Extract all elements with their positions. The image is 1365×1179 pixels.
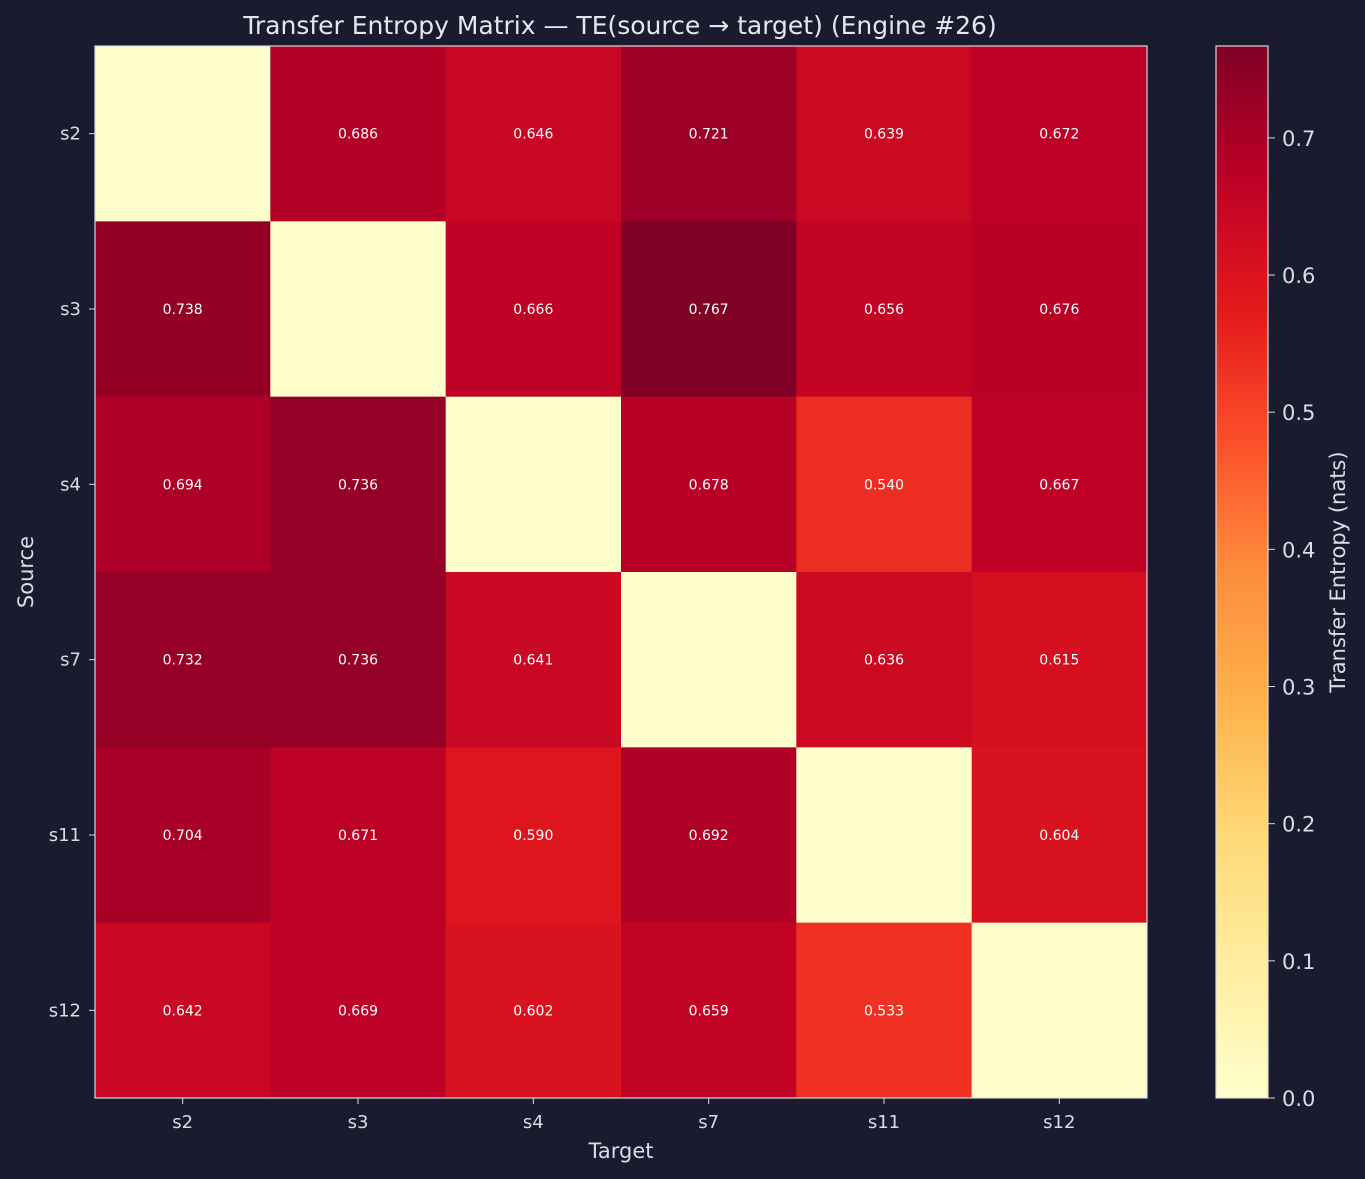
heatmap-cell xyxy=(95,46,271,222)
cell-value-label: 0.604 xyxy=(1039,828,1079,844)
cell-value-label: 0.656 xyxy=(864,302,904,318)
heatmap-cell xyxy=(796,46,973,222)
heatmap-cell xyxy=(95,922,271,1099)
heatmap-cell xyxy=(796,221,973,398)
colorbar-tick-label: 0.1 xyxy=(1282,950,1315,974)
x-tick-label: s4 xyxy=(523,1112,544,1133)
colorbar-label: Transfer Entropy (nats) xyxy=(1326,451,1350,693)
y-tick-label: s2 xyxy=(60,124,81,145)
heatmap-cell xyxy=(270,922,447,1099)
x-tick-label: s12 xyxy=(1043,1112,1075,1133)
heatmap-cell xyxy=(621,572,797,748)
heatmap-cell xyxy=(445,747,622,924)
plot-frame xyxy=(94,45,1148,1099)
heatmap-cell xyxy=(621,922,797,1099)
heatmap-cell xyxy=(445,572,622,748)
heatmap-cell xyxy=(796,572,973,748)
heatmap-cell xyxy=(796,922,973,1099)
colorbar-tick-label: 0.4 xyxy=(1282,538,1315,562)
heatmap-cell xyxy=(621,396,797,573)
heatmap-cell xyxy=(270,221,447,398)
cell-value-label: 0.641 xyxy=(513,653,553,669)
cell-value-label: 0.615 xyxy=(1039,653,1079,669)
colorbar-tick-label: 0.0 xyxy=(1282,1087,1315,1111)
cell-value-label: 0.636 xyxy=(864,653,904,669)
x-axis-label: Target xyxy=(588,1139,654,1163)
heatmap-cell xyxy=(971,396,1148,573)
cell-value-label: 0.671 xyxy=(338,828,378,844)
colorbar-tick-label: 0.2 xyxy=(1282,813,1315,837)
heatmap-cell xyxy=(445,46,622,222)
cell-value-label: 0.721 xyxy=(689,127,729,143)
cell-value-label: 0.642 xyxy=(163,1003,203,1019)
y-axis-label: Source xyxy=(14,536,38,608)
y-tick-label: s7 xyxy=(60,650,81,671)
cell-value-label: 0.738 xyxy=(163,302,203,318)
heatmap-cell xyxy=(621,221,797,398)
colorbar-tick-label: 0.3 xyxy=(1282,676,1315,700)
heatmap-cell xyxy=(95,572,271,748)
cell-value-label: 0.667 xyxy=(1039,477,1079,493)
cell-value-label: 0.533 xyxy=(864,1003,904,1019)
x-axis-ticks: s2 s3 s4 s7 s11 s12 xyxy=(172,1098,1075,1133)
cell-value-label: 0.669 xyxy=(338,1003,378,1019)
y-tick-label: s11 xyxy=(49,825,81,846)
heatmap-cell xyxy=(796,396,973,573)
colorbar-tick-label: 0.7 xyxy=(1282,127,1315,151)
y-tick-label: s12 xyxy=(49,1000,81,1021)
cell-value-label: 0.678 xyxy=(689,477,729,493)
colorbar-tick-label: 0.5 xyxy=(1282,401,1315,425)
colorbar xyxy=(1215,45,1269,1099)
cell-value-label: 0.767 xyxy=(689,302,729,318)
heatmap-cell xyxy=(445,221,622,398)
heatmap-cell xyxy=(95,396,271,573)
x-tick-label: s3 xyxy=(348,1112,369,1133)
heatmap-cell xyxy=(95,747,271,924)
heatmap-cells xyxy=(95,46,1148,1099)
heatmap-cell-labels: 0.686 0.646 0.721 0.639 0.672 0.738 0.666 0.767… xyxy=(163,127,1080,1020)
heatmap-cell xyxy=(445,396,622,573)
y-axis-ticks: s2 s3 s4 s7 s11 s12 xyxy=(49,124,95,1021)
cell-value-label: 0.692 xyxy=(689,828,729,844)
cell-value-label: 0.646 xyxy=(513,127,553,143)
heatmap-cell xyxy=(621,747,797,924)
heatmap-cell xyxy=(270,747,447,924)
heatmap-cell xyxy=(270,572,447,748)
cell-value-label: 0.732 xyxy=(163,653,203,669)
heatmap-cell xyxy=(971,747,1148,924)
heatmap-cell xyxy=(621,46,797,222)
heatmap-cell xyxy=(270,46,447,222)
cell-value-label: 0.672 xyxy=(1039,127,1079,143)
cell-value-label: 0.704 xyxy=(163,828,203,844)
chart-title: Transfer Entropy Matrix — TE(source → ta… xyxy=(242,11,996,40)
y-tick-label: s4 xyxy=(60,474,81,495)
cell-value-label: 0.676 xyxy=(1039,302,1079,318)
heatmap-cell xyxy=(971,221,1148,398)
cell-value-label: 0.736 xyxy=(338,477,378,493)
heatmap-cell xyxy=(971,922,1148,1099)
heatmap-cell xyxy=(971,46,1148,222)
x-tick-label: s2 xyxy=(172,1112,193,1133)
heatmap-cell xyxy=(796,747,973,924)
x-tick-label: s11 xyxy=(868,1112,900,1133)
cell-value-label: 0.736 xyxy=(338,653,378,669)
heatmap-cell xyxy=(971,572,1148,748)
colorbar-tick-label: 0.6 xyxy=(1282,264,1315,288)
x-tick-label: s7 xyxy=(698,1112,719,1133)
cell-value-label: 0.666 xyxy=(513,302,553,318)
y-tick-label: s3 xyxy=(60,299,81,320)
cell-value-label: 0.590 xyxy=(513,828,553,844)
cell-value-label: 0.602 xyxy=(513,1003,553,1019)
cell-value-label: 0.686 xyxy=(338,127,378,143)
cell-value-label: 0.659 xyxy=(689,1003,729,1019)
cell-value-label: 0.694 xyxy=(163,477,203,493)
cell-value-label: 0.540 xyxy=(864,477,904,493)
heatmap-cell xyxy=(445,922,622,1099)
cell-value-label: 0.639 xyxy=(864,127,904,143)
heatmap-cell xyxy=(95,221,271,398)
heatmap-cell xyxy=(270,396,447,573)
colorbar-ticks: 0.0 0.1 0.2 0.3 0.4 0.5 0.6 0.7 xyxy=(1268,127,1315,1111)
